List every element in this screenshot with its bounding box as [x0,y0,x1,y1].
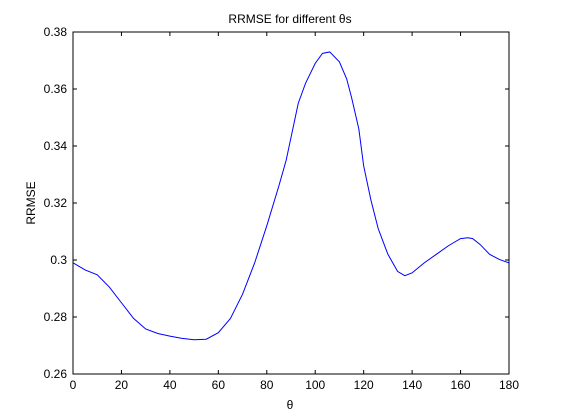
x-tick-label: 80 [260,378,274,392]
x-tick-label: 0 [70,378,77,392]
y-tick-label: 0.36 [44,82,68,96]
chart-title: RRMSE for different θs [228,12,351,26]
series-layer [72,51,510,341]
x-tick-label: 100 [305,378,325,392]
x-tick-label: 140 [402,378,422,392]
x-tick-label: 160 [451,378,471,392]
x-tick-label: 120 [354,378,374,392]
rrmse-series-line [72,51,510,341]
x-tick-label: 40 [163,378,177,392]
y-tick-label: 0.32 [44,196,68,210]
x-tick-label: 20 [115,378,129,392]
y-tick-label: 0.34 [44,139,68,153]
x-tick-label: 180 [499,378,519,392]
y-axis-label: RRMSE [24,181,38,224]
plot-area [72,31,510,375]
axis-ticks: 0 20 40 60 80 100 120 140 160 180 0.26 0.28 0.3 0.32 0… [44,25,520,392]
y-tick-label: 0.26 [44,367,68,381]
x-axis-label: θ [287,398,294,412]
y-tick-label: 0.28 [44,310,68,324]
y-tick-label: 0.38 [44,25,68,39]
y-tick-label: 0.3 [50,253,67,267]
x-tick-label: 60 [212,378,226,392]
